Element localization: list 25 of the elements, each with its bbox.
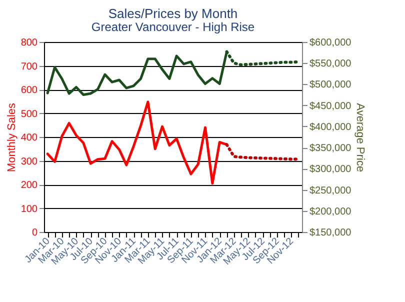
- y2-tick-label: $500,000: [310, 80, 352, 91]
- y2-tick-label: $400,000: [310, 122, 352, 133]
- y-tick-label: 400: [20, 132, 38, 144]
- y-tick-label: 600: [20, 85, 38, 96]
- y2-tick-label: $600,000: [310, 38, 352, 48]
- y2-tick-label: $150,000: [310, 228, 352, 238]
- y-tick-label: 700: [20, 61, 38, 72]
- chart-title: Sales/Prices by Month: [108, 6, 238, 21]
- y-tick-label: 0: [32, 228, 38, 238]
- y-tick-label: 300: [20, 156, 38, 168]
- y2-tick-label: $250,000: [310, 185, 352, 196]
- y2-tick-label: $200,000: [310, 206, 352, 218]
- y2-tick-label: $450,000: [310, 100, 352, 112]
- chart-subtitle: Greater Vancouver - High Rise: [91, 20, 255, 34]
- y-tick-label: 200: [20, 180, 38, 191]
- line-series: [46, 100, 228, 185]
- y-tick-label: 800: [20, 38, 38, 48]
- y2-tick-label: $550,000: [310, 58, 352, 70]
- y-tick-label: 100: [20, 204, 38, 215]
- y-tick-label: 500: [20, 108, 38, 120]
- y-axis-title: Monthly Sales: [6, 102, 18, 172]
- y2-tick-label: $350,000: [310, 143, 352, 154]
- y2-tick-label: $300,000: [310, 164, 352, 176]
- line-series: [225, 143, 300, 161]
- y2-axis-title: Average Price: [354, 103, 366, 172]
